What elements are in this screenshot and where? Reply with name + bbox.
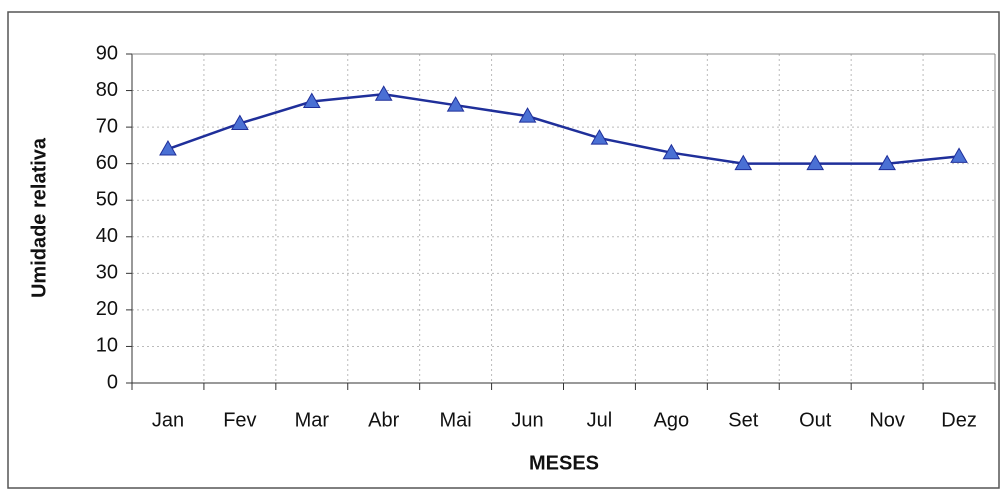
- marker: [806, 154, 825, 171]
- y-tick-label: 10: [96, 335, 118, 357]
- line: [167, 92, 960, 165]
- x-tick-label: Jul: [587, 409, 613, 431]
- y-tick-label: 60: [96, 152, 118, 174]
- marker: [231, 114, 249, 130]
- x-tick-label: Set: [728, 409, 758, 431]
- y-tick-label: 30: [96, 262, 118, 284]
- x-tick-label: Jun: [511, 409, 543, 431]
- marker: [590, 129, 609, 145]
- marker: [446, 96, 465, 112]
- marker: [159, 140, 177, 156]
- y-axis-title: Umidade relativa: [28, 137, 50, 298]
- x-tick-label: Mar: [295, 409, 330, 431]
- chart-border: [7, 11, 1000, 489]
- x-tick-label: Ago: [654, 409, 690, 431]
- y-tick-label: 70: [96, 115, 118, 137]
- x-tick-label: Out: [799, 409, 832, 431]
- x-tick-label: Fev: [223, 409, 256, 431]
- y-tick-label: 80: [96, 79, 118, 101]
- y-tick-label: 40: [96, 225, 118, 247]
- x-tick-label: Nov: [869, 409, 905, 431]
- marker: [518, 107, 537, 123]
- x-tick-label: Abr: [368, 409, 399, 431]
- y-tick-label: 50: [96, 189, 118, 211]
- marker: [662, 143, 681, 160]
- x-tick-label: Mai: [440, 409, 472, 431]
- marker: [878, 154, 896, 171]
- x-tick-label: Jan: [152, 409, 184, 431]
- x-axis-title: MESES: [529, 452, 599, 474]
- marker: [302, 92, 321, 109]
- marker: [950, 147, 968, 163]
- x-tick-label: Dez: [941, 409, 977, 431]
- y-tick-label: 0: [107, 371, 118, 393]
- y-tick-label: 90: [96, 42, 118, 64]
- marker: [734, 154, 753, 171]
- marker: [374, 85, 393, 101]
- y-tick-label: 20: [96, 298, 118, 320]
